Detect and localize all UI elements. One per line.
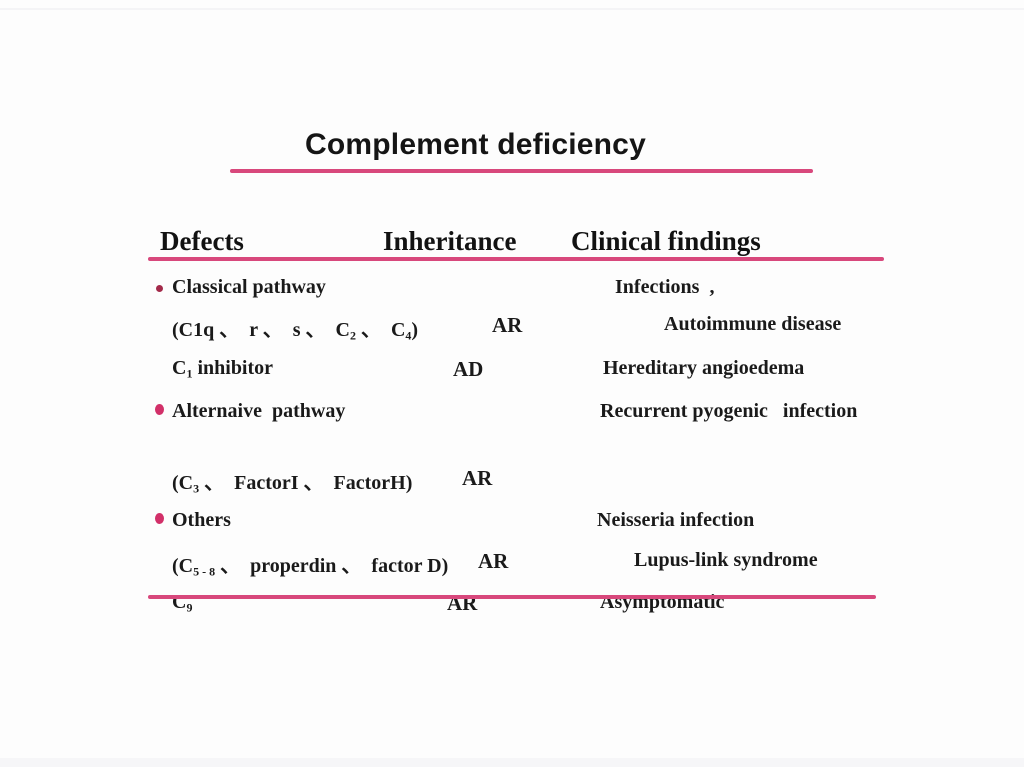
slide-title: Complement deficiency (305, 128, 646, 161)
table-cell-clinical: Autoimmune disease (664, 313, 842, 335)
table-cell-defect: C1 inhibitor (172, 357, 274, 381)
table-cell-defect: (C3 、 FactorI 、 FactorH) (172, 472, 413, 496)
bullet-icon (155, 513, 164, 524)
column-header-clinical-findings: Clinical findings (571, 226, 761, 256)
bullet-icon (156, 285, 163, 292)
table-cell-clinical: Lupus-link syndrome (634, 549, 818, 571)
table-cell-inheritance: AD (453, 357, 484, 381)
table-cell-clinical: Recurrent pyogenic infection (600, 400, 858, 422)
table-cell-defect: (C1q 、 r 、 s 、 C2 、 C4) (172, 319, 419, 343)
column-header-inheritance: Inheritance (383, 226, 517, 256)
table-cell-defect: Others (172, 509, 231, 531)
bottom-edge-divider (0, 758, 1024, 767)
title-underline (230, 169, 813, 173)
top-edge-divider (0, 8, 1024, 10)
table-cell-defect: Classical pathway (172, 276, 326, 298)
table-bottom-line (148, 595, 876, 599)
table-cell-clinical: Neisseria infection (597, 509, 755, 531)
header-underline (148, 257, 884, 261)
table-cell-clinical: Infections , (615, 276, 715, 298)
column-header-defects: Defects (160, 226, 244, 256)
table-cell-defect: (C5 - 8 、 properdin 、 factor D) (172, 555, 449, 579)
table-cell-inheritance: AR (478, 549, 509, 573)
bullet-icon (155, 404, 164, 415)
table-cell-inheritance: AR (492, 313, 523, 337)
table-cell-inheritance: AR (462, 466, 493, 490)
table-cell-clinical: Hereditary angioedema (603, 357, 805, 379)
table-cell-defect: Alternaive pathway (172, 400, 346, 422)
